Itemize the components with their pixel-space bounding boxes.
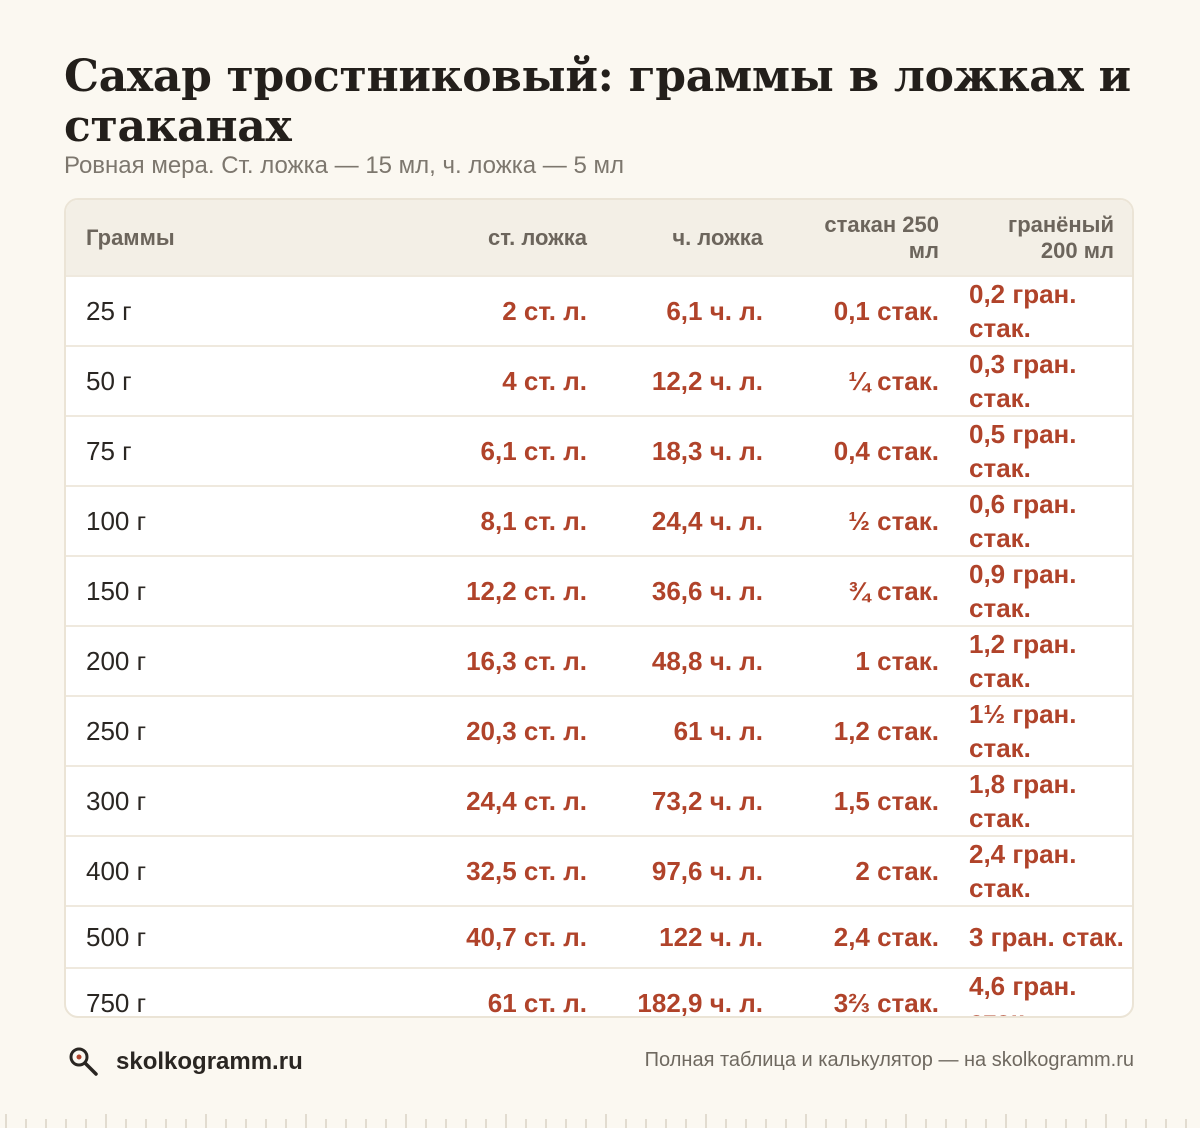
cell-grams: 250 г [86, 716, 147, 746]
table-row: 25 г 2 ст. л. 6,1 ч. л. 0,1 стак. 0,2 гран. … [66, 276, 1132, 346]
cell-glass-250: 0,1 стак. [833, 296, 939, 326]
cell-teaspoon: 73,2 ч. л. [651, 786, 763, 816]
cell-tablespoon: 8,1 ст. л. [480, 506, 587, 536]
table-row: 50 г 4 ст. л. 12,2 ч. л. ¼ стак. 0,3 гран. с… [66, 346, 1132, 416]
header-glass-250: стакан 250 мл [824, 211, 939, 263]
brand-name: skolkogramm.ru [116, 1048, 303, 1075]
cell-glass-250: ¼ стак. [848, 366, 939, 396]
header-tablespoon: ст. ложка [488, 224, 587, 250]
cell-faceted-glass-200: 1,8 гран. стак. [969, 769, 1077, 833]
cell-teaspoon: 12,2 ч. л. [651, 366, 763, 396]
cell-glass-250: 2,4 стак. [833, 922, 939, 952]
search-icon [66, 1044, 102, 1080]
cell-faceted-glass-200: 0,5 гран. стак. [969, 419, 1077, 483]
table-body: 25 г 2 ст. л. 6,1 ч. л. 0,1 стак. 0,2 гран. … [66, 276, 1132, 1018]
table-row: 75 г 6,1 ст. л. 18,3 ч. л. 0,4 стак. 0,5 гра… [66, 416, 1132, 486]
cell-grams: 25 г [86, 296, 132, 326]
cell-teaspoon: 36,6 ч. л. [651, 576, 763, 606]
cell-tablespoon: 40,7 ст. л. [466, 922, 587, 952]
table-row: 500 г 40,7 ст. л. 122 ч. л. 2,4 стак. 3 гран… [66, 906, 1132, 968]
cell-teaspoon: 6,1 ч. л. [666, 296, 763, 326]
cell-tablespoon: 12,2 ст. л. [466, 576, 587, 606]
page-title: Сахар тростниковый: граммы в ложках и ст… [64, 51, 1131, 152]
cell-faceted-glass-200: 0,9 гран. стак. [969, 559, 1077, 623]
footer-note: Полная таблица и калькулятор — на skolko… [644, 1049, 1134, 1071]
cell-glass-250: ½ стак. [848, 506, 939, 536]
cell-faceted-glass-200: 0,2 гран. стак. [969, 279, 1077, 343]
cell-glass-250: 1,2 стак. [833, 716, 939, 746]
header-faceted-glass-200: гранёный 200 мл [1008, 211, 1114, 263]
cell-glass-250: 0,4 стак. [833, 436, 939, 466]
header-grams: Граммы [86, 224, 175, 250]
cell-faceted-glass-200: 4,6 гран. стак. [969, 971, 1077, 1016]
cell-grams: 400 г [86, 856, 147, 886]
table-row: 200 г 16,3 ст. л. 48,8 ч. л. 1 стак. 1,2 гра… [66, 626, 1132, 696]
cell-grams: 150 г [86, 576, 147, 606]
table-row: 100 г 8,1 ст. л. 24,4 ч. л. ½ стак. 0,6 гран… [66, 486, 1132, 556]
cell-grams: 75 г [86, 436, 132, 466]
cell-faceted-glass-200: 0,6 гран. стак. [969, 489, 1077, 553]
cell-teaspoon: 122 ч. л. [659, 922, 763, 952]
cell-tablespoon: 16,3 ст. л. [466, 646, 587, 676]
cell-tablespoon: 61 ст. л. [487, 988, 587, 1018]
cell-glass-250: 1 стак. [855, 646, 939, 676]
cell-glass-250: 3⅔ стак. [833, 988, 939, 1018]
cell-faceted-glass-200: 0,3 гран. стак. [969, 349, 1077, 413]
table-row: 250 г 20,3 ст. л. 61 ч. л. 1,2 стак. 1½ гран… [66, 696, 1132, 766]
cell-teaspoon: 48,8 ч. л. [651, 646, 763, 676]
cell-grams: 500 г [86, 922, 147, 952]
cell-tablespoon: 20,3 ст. л. [466, 716, 587, 746]
cell-tablespoon: 6,1 ст. л. [480, 436, 587, 466]
cell-grams: 200 г [86, 646, 147, 676]
table-row: 150 г 12,2 ст. л. 36,6 ч. л. ¾ стак. 0,9 гра… [66, 556, 1132, 626]
conversion-table-card: Граммы ст. ложка ч. ложка стакан 250 мл … [64, 198, 1134, 1018]
table-row: 300 г 24,4 ст. л. 73,2 ч. л. 1,5 стак. 1,8 г… [66, 766, 1132, 836]
cell-faceted-glass-200: 2,4 гран. стак. [969, 839, 1077, 903]
cell-grams: 100 г [86, 506, 147, 536]
ruler-decoration [5, 1114, 1187, 1128]
cell-grams: 300 г [86, 786, 147, 816]
cell-teaspoon: 18,3 ч. л. [651, 436, 763, 466]
cell-glass-250: ¾ стак. [848, 576, 939, 606]
cell-faceted-glass-200: 1½ гран. стак. [969, 699, 1077, 763]
cell-glass-250: 2 стак. [855, 856, 939, 886]
cell-glass-250: 1,5 стак. [833, 786, 939, 816]
cell-tablespoon: 2 ст. л. [502, 296, 587, 326]
cell-teaspoon: 24,4 ч. л. [651, 506, 763, 536]
cell-tablespoon: 4 ст. л. [502, 366, 587, 396]
cell-tablespoon: 32,5 ст. л. [466, 856, 587, 886]
table-header-row: Граммы ст. ложка ч. ложка стакан 250 мл … [66, 200, 1132, 276]
page-subtitle: Ровная мера. Ст. ложка — 15 мл, ч. ложка… [64, 152, 624, 179]
conversion-table: Граммы ст. ложка ч. ложка стакан 250 мл … [66, 200, 1132, 1018]
table-row: 750 г 61 ст. л. 182,9 ч. л. 3⅔ стак. 4,6 гра… [66, 968, 1132, 1018]
cell-teaspoon: 61 ч. л. [673, 716, 763, 746]
cell-faceted-glass-200: 1,2 гран. стак. [969, 629, 1077, 693]
table-row: 400 г 32,5 ст. л. 97,6 ч. л. 2 стак. 2,4 гра… [66, 836, 1132, 906]
cell-grams: 50 г [86, 366, 132, 396]
footer-brand: skolkogramm.ru [66, 1044, 303, 1080]
cell-teaspoon: 97,6 ч. л. [651, 856, 763, 886]
header-teaspoon: ч. ложка [672, 224, 763, 250]
cell-teaspoon: 182,9 ч. л. [637, 988, 763, 1018]
cell-tablespoon: 24,4 ст. л. [466, 786, 587, 816]
cell-grams: 750 г [86, 988, 147, 1018]
cell-faceted-glass-200: 3 гран. стак. [969, 922, 1124, 952]
